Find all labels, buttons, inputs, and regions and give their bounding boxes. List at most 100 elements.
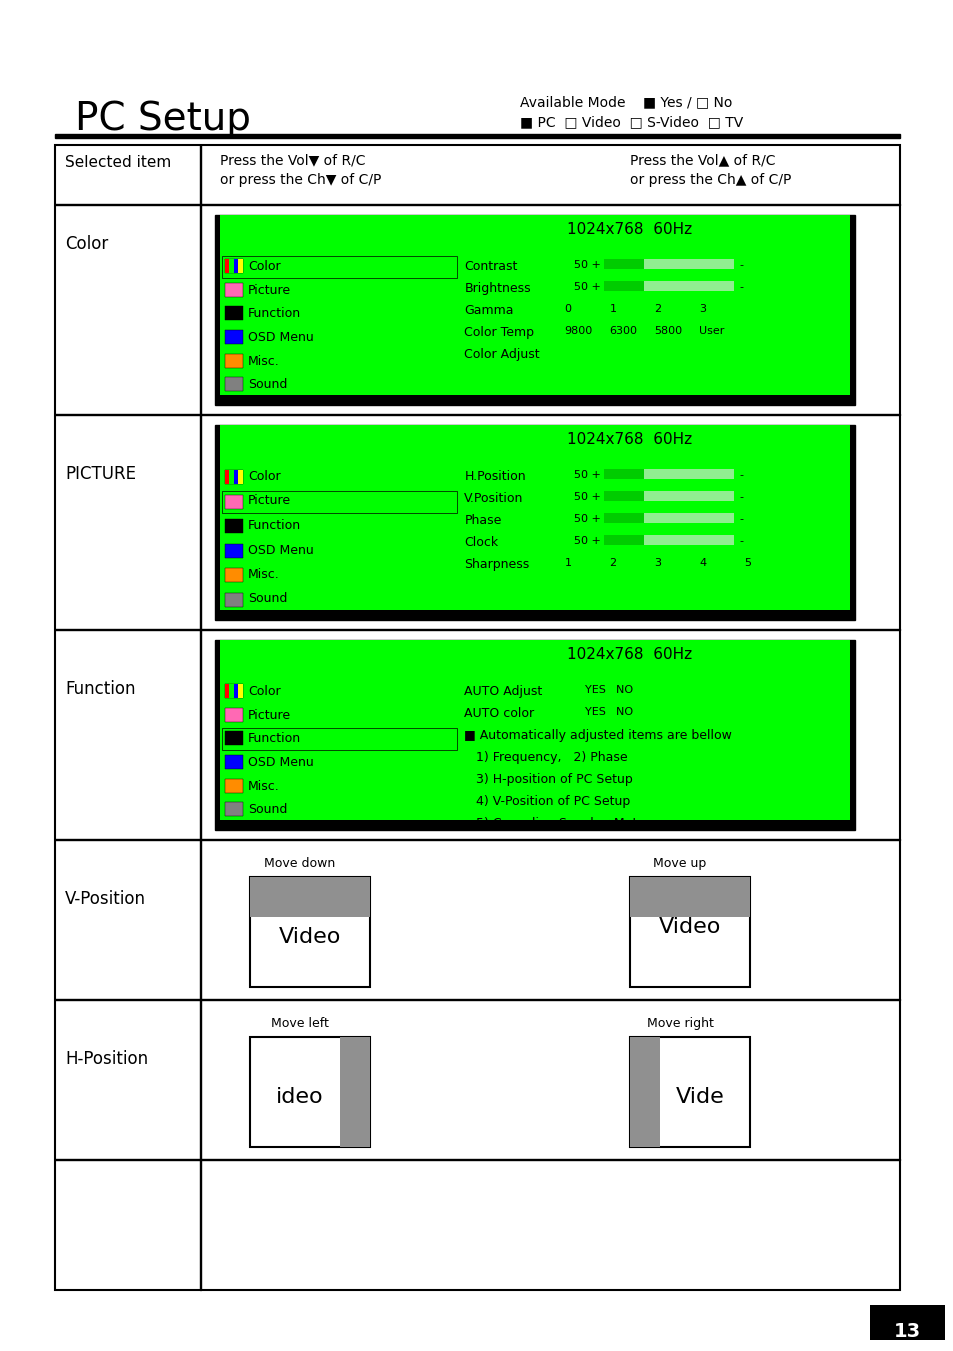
Text: 1: 1	[564, 558, 571, 567]
Text: -: -	[739, 259, 742, 270]
Bar	[225, 593, 243, 607]
Text: NO: NO	[609, 685, 633, 694]
Bar	[604, 469, 734, 480]
Text: Sound: Sound	[248, 593, 287, 605]
Bar	[250, 877, 370, 988]
Bar	[222, 490, 456, 513]
Text: H.Position: H.Position	[464, 470, 525, 484]
Text: 5: 5	[743, 558, 751, 567]
Text: Phase: Phase	[464, 513, 501, 527]
Bar	[220, 640, 849, 820]
Bar	[225, 377, 243, 392]
Bar	[225, 519, 243, 534]
Text: Sound: Sound	[248, 378, 287, 392]
Text: 13: 13	[893, 1323, 920, 1342]
Bar	[225, 494, 243, 508]
Text: ■ PC  □ Video  □ S-Video  □ TV: ■ PC □ Video □ S-Video □ TV	[519, 115, 742, 128]
Text: Picture: Picture	[248, 284, 291, 297]
Bar	[225, 708, 243, 721]
Text: 50 +: 50 +	[574, 470, 600, 480]
Text: Function: Function	[248, 307, 301, 320]
Bar	[604, 490, 643, 501]
Bar	[339, 1038, 370, 1147]
Text: 5) Canceling Speaker Mute: 5) Canceling Speaker Mute	[464, 817, 645, 830]
Bar	[604, 535, 643, 544]
Bar	[604, 513, 734, 523]
Bar	[222, 728, 456, 750]
Bar	[604, 281, 643, 290]
Text: 50 +: 50 +	[574, 536, 600, 546]
Bar	[238, 684, 243, 698]
Text: Misc.: Misc.	[248, 780, 279, 793]
Text: Color: Color	[248, 470, 280, 484]
Text: YES: YES	[564, 685, 606, 694]
Bar	[230, 470, 233, 484]
Text: V.Position: V.Position	[464, 492, 523, 505]
Text: 9800: 9800	[564, 326, 592, 336]
Text: Gamma: Gamma	[464, 304, 514, 317]
Bar	[225, 470, 243, 484]
Text: Color Adjust: Color Adjust	[464, 349, 539, 361]
Bar	[604, 535, 734, 544]
Text: Move down: Move down	[264, 857, 335, 870]
Text: NO: NO	[609, 707, 633, 717]
Bar	[604, 490, 734, 501]
Text: OSD Menu: OSD Menu	[248, 331, 314, 345]
Text: 4) V-Position of PC Setup: 4) V-Position of PC Setup	[464, 794, 630, 808]
Text: -: -	[739, 536, 742, 546]
Text: Clock: Clock	[464, 536, 498, 549]
Text: Move right: Move right	[646, 1017, 713, 1029]
Text: Press the Vol▼ of R/C: Press the Vol▼ of R/C	[220, 153, 365, 168]
Text: Video: Video	[278, 927, 341, 947]
Text: -: -	[739, 513, 742, 524]
Text: 1024x768  60Hz: 1024x768 60Hz	[566, 222, 691, 236]
Text: Move up: Move up	[653, 857, 706, 870]
Bar	[225, 778, 243, 793]
Text: Misc.: Misc.	[248, 567, 279, 581]
Text: ■ Automatically adjusted items are bellow: ■ Automatically adjusted items are bello…	[464, 730, 732, 742]
Bar	[629, 877, 749, 988]
Bar	[604, 281, 734, 290]
Bar	[250, 1038, 370, 1147]
Bar	[225, 731, 243, 746]
Text: 1) Frequency,   2) Phase: 1) Frequency, 2) Phase	[464, 751, 627, 765]
Bar	[200, 145, 201, 1290]
Text: Brightness: Brightness	[464, 282, 531, 295]
Bar	[225, 330, 243, 345]
Bar	[55, 628, 899, 630]
Bar	[225, 307, 243, 320]
Text: Available Mode    ■ Yes / □ No: Available Mode ■ Yes / □ No	[519, 95, 732, 109]
Bar	[214, 426, 854, 620]
Text: 3) H-position of PC Setup: 3) H-position of PC Setup	[464, 773, 633, 786]
Text: Function: Function	[65, 680, 135, 698]
Bar	[225, 684, 243, 698]
Bar	[214, 215, 854, 405]
Text: 5800: 5800	[654, 326, 681, 336]
Bar	[214, 640, 854, 830]
Text: Picture: Picture	[248, 709, 291, 721]
Bar	[230, 684, 233, 698]
Bar	[869, 1305, 944, 1340]
Text: Function: Function	[248, 519, 301, 532]
Text: Selected item: Selected item	[65, 155, 172, 170]
Bar	[629, 1038, 659, 1147]
Bar	[629, 1038, 749, 1147]
Bar	[604, 513, 643, 523]
Text: Video: Video	[659, 917, 720, 938]
Text: 2: 2	[609, 558, 616, 567]
Text: 50 +: 50 +	[574, 259, 600, 270]
Text: Press the Vol▲ of R/C: Press the Vol▲ of R/C	[629, 153, 775, 168]
Text: Color Temp: Color Temp	[464, 326, 534, 339]
Text: 1024x768  60Hz: 1024x768 60Hz	[566, 432, 691, 447]
Text: 50 +: 50 +	[574, 282, 600, 292]
Text: 3: 3	[699, 304, 705, 313]
Text: YES: YES	[564, 707, 606, 717]
Text: V-Position: V-Position	[65, 890, 146, 908]
Text: Misc.: Misc.	[248, 355, 279, 367]
Text: Function: Function	[248, 732, 301, 746]
Bar	[55, 204, 899, 205]
Bar	[55, 134, 899, 138]
Bar	[629, 877, 749, 917]
Text: User: User	[699, 326, 724, 336]
Text: AUTO color: AUTO color	[464, 707, 534, 720]
